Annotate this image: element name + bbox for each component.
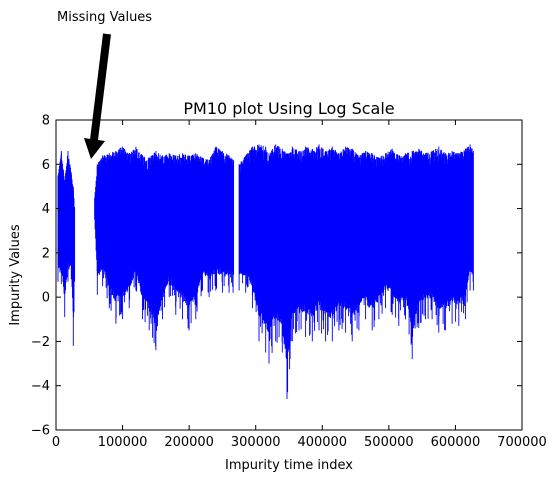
y-tick-label: 6 [42,158,50,173]
x-tick-label: 500000 [364,435,414,450]
series-line [57,144,474,399]
series-segment [57,151,76,346]
y-tick-label: −4 [31,379,50,394]
y-axis-label: Impurity Values [8,224,23,326]
y-tick-label: 4 [42,202,50,217]
x-tick-label: 300000 [231,435,281,450]
y-tick-label: 2 [42,246,50,261]
x-tick-label: 600000 [431,435,481,450]
x-tick-label: 200000 [164,435,214,450]
x-axis: 0 100000 200000 300000 400000 500000 600000 700… [52,120,547,450]
y-tick-label: −6 [31,424,50,439]
y-tick-label: −2 [31,335,50,350]
y-axis: −6 −4 −2 0 2 4 6 8 [31,114,522,439]
x-tick-label: 400000 [297,435,347,450]
plot-area [57,144,474,399]
y-tick-label: 8 [42,114,50,129]
annotation-text: Missing Values [57,10,152,25]
x-axis-label: Impurity time index [225,458,353,473]
series-segment [94,144,474,399]
x-tick-label: 700000 [497,435,547,450]
series-path [94,144,474,399]
annotation-arrow [84,33,111,159]
axes-frame [55,119,523,431]
x-tick-label: 0 [52,435,60,450]
chart-title: PM10 plot Using Log Scale [183,99,394,118]
series-path [57,151,76,346]
y-tick-label: 0 [42,291,50,306]
x-tick-label: 100000 [98,435,148,450]
